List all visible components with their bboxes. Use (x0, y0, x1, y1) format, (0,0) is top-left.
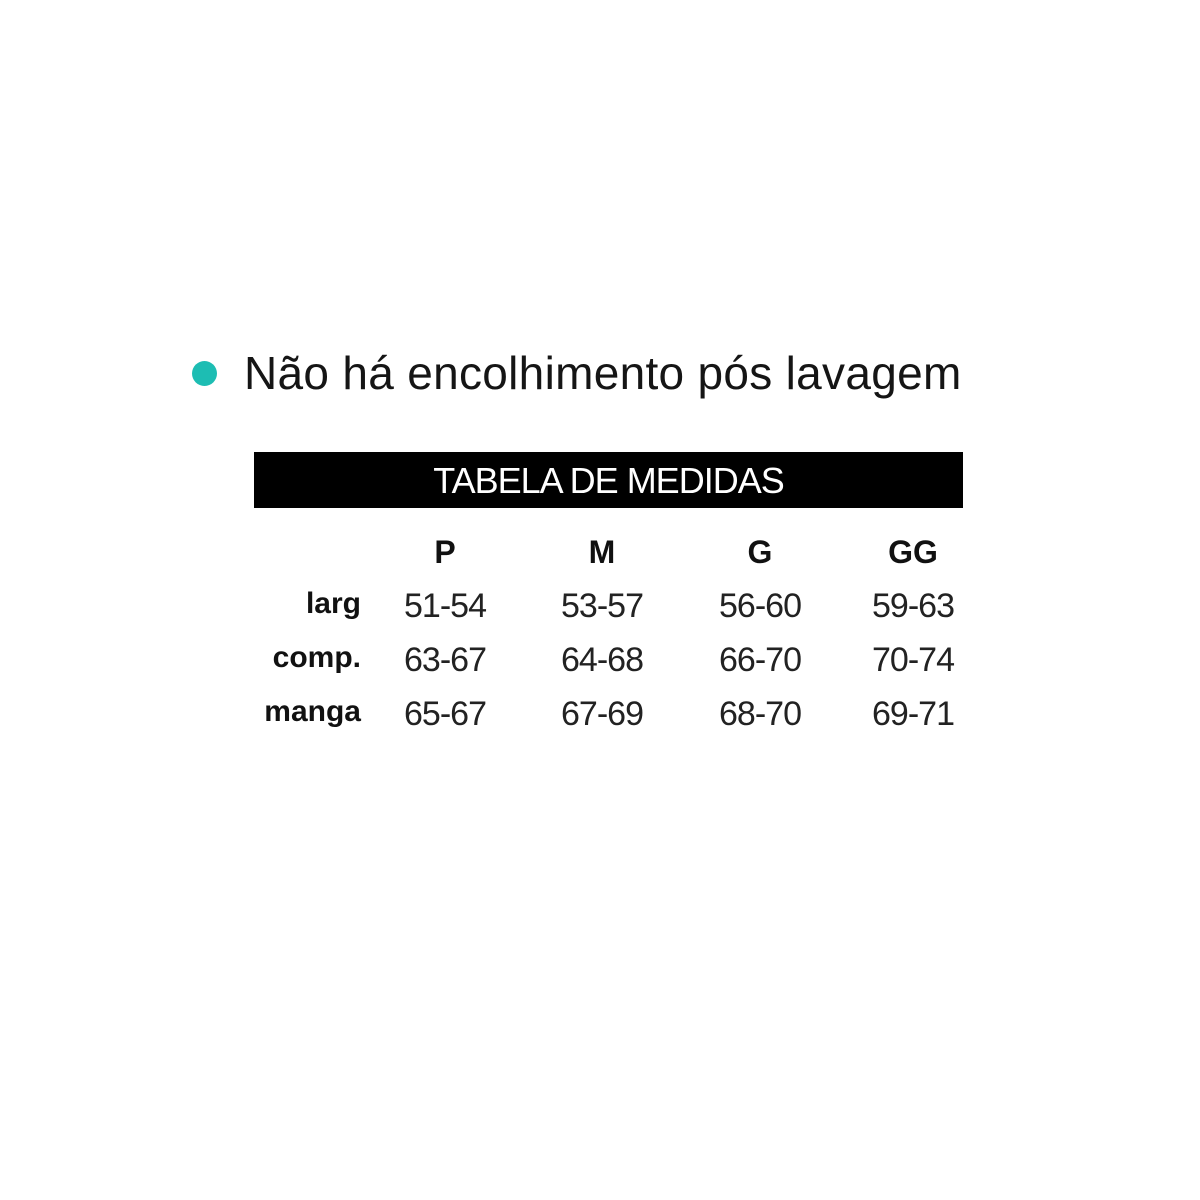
table-cell: 68-70 (719, 695, 802, 733)
table-cell: 67-69 (561, 695, 644, 733)
table-cell: 53-57 (561, 587, 644, 625)
table-cell: 66-70 (719, 641, 802, 679)
bullet-icon (192, 361, 217, 386)
table-cell: 70-74 (872, 641, 955, 679)
shrinkage-note: Não há encolhimento pós lavagem (244, 347, 962, 399)
table-cell: 51-54 (404, 587, 487, 625)
table-cell: 69-71 (872, 695, 955, 733)
table-cell: 59-63 (872, 587, 955, 625)
row-label-manga: manga (264, 695, 361, 728)
size-table-title: TABELA DE MEDIDAS (254, 452, 963, 508)
size-header-g: G (747, 534, 773, 570)
size-header-p: P (434, 534, 456, 570)
table-cell: 63-67 (404, 641, 487, 679)
size-header-m: M (588, 534, 616, 570)
size-header-gg: GG (888, 534, 938, 570)
table-cell: 56-60 (719, 587, 802, 625)
table-cell: 65-67 (404, 695, 487, 733)
table-cell: 64-68 (561, 641, 644, 679)
row-label-larg: larg (305, 587, 361, 620)
row-label-comp: comp. (272, 641, 361, 674)
